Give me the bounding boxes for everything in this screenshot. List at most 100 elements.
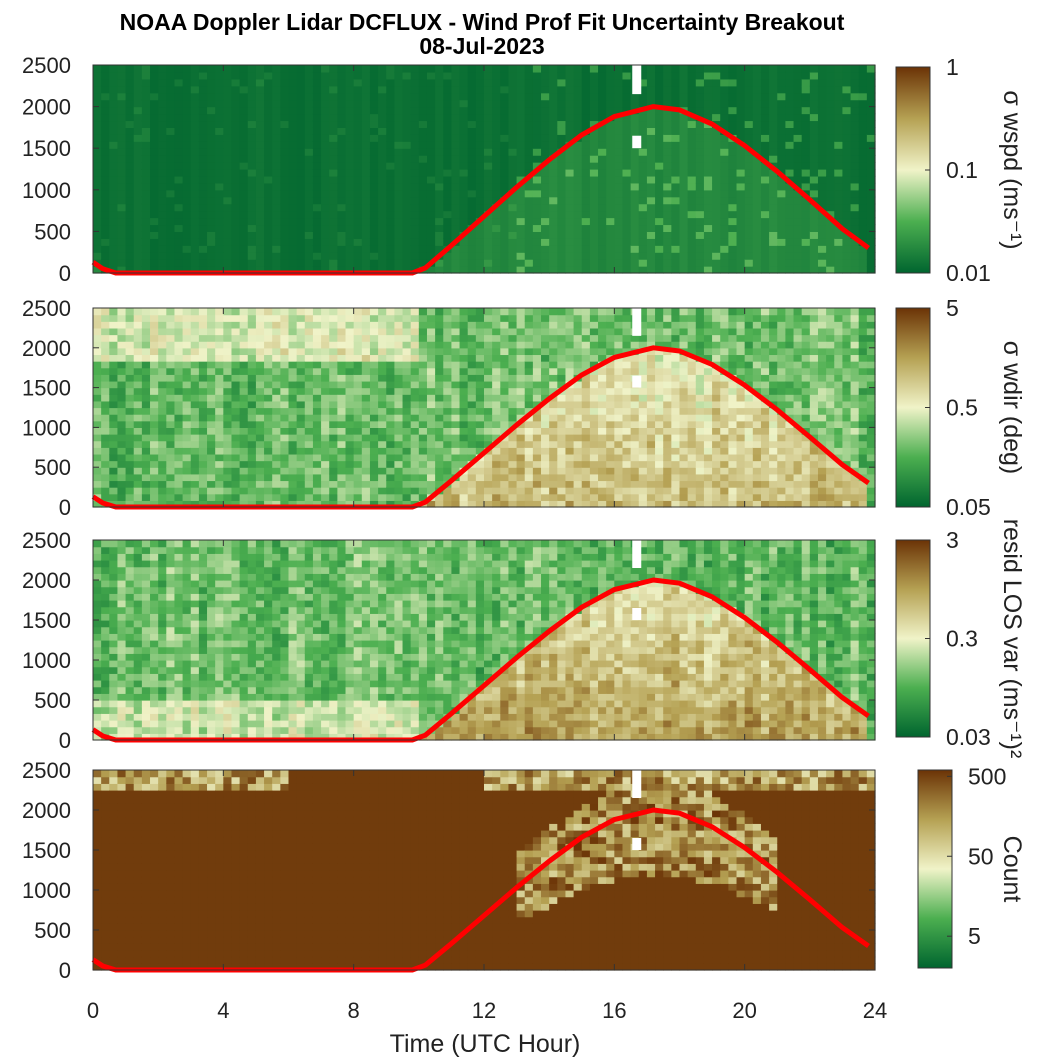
heatmap-cell bbox=[492, 380, 501, 389]
heatmap-cell bbox=[386, 400, 395, 409]
heatmap-cell bbox=[353, 65, 363, 73]
heatmap-cell bbox=[418, 434, 428, 442]
heatmap-cell bbox=[524, 196, 534, 205]
heatmap-cell bbox=[581, 434, 591, 442]
heatmap-cell bbox=[378, 380, 387, 389]
heatmap-cell bbox=[549, 374, 558, 382]
heatmap-cell bbox=[329, 259, 338, 267]
heatmap-cell bbox=[426, 182, 436, 191]
heatmap-cell bbox=[304, 427, 314, 435]
heatmap-cell bbox=[272, 259, 281, 267]
heatmap-cell bbox=[166, 113, 176, 122]
heatmap-cell bbox=[101, 148, 110, 156]
heatmap-cell bbox=[443, 148, 453, 156]
heatmap-cell bbox=[508, 148, 518, 156]
heatmap-cell bbox=[630, 467, 640, 475]
heatmap-cell bbox=[712, 224, 721, 232]
heatmap-cell bbox=[198, 238, 208, 246]
heatmap-cell bbox=[109, 217, 119, 226]
heatmap-cell bbox=[255, 500, 265, 508]
heatmap-cell bbox=[606, 407, 615, 415]
heatmap-cell bbox=[345, 473, 355, 482]
heatmap-cell bbox=[524, 387, 534, 395]
heatmap-cell bbox=[101, 99, 110, 108]
heatmap-cell bbox=[141, 113, 151, 122]
heatmap-cell bbox=[646, 203, 656, 212]
heatmap-cell bbox=[630, 175, 640, 184]
heatmap-cell bbox=[712, 231, 721, 239]
heatmap-cell bbox=[109, 182, 119, 191]
heatmap-cell bbox=[174, 420, 184, 428]
heatmap-cell bbox=[426, 427, 436, 435]
heatmap-cell bbox=[435, 141, 444, 149]
heatmap-cell bbox=[426, 196, 436, 205]
heatmap-cell bbox=[614, 394, 624, 402]
heatmap-cell bbox=[93, 367, 102, 375]
heatmap-cell bbox=[223, 71, 233, 80]
heatmap-cell bbox=[532, 308, 542, 316]
heatmap-cell bbox=[541, 374, 550, 382]
heatmap-cell bbox=[93, 354, 102, 362]
heatmap-cell bbox=[166, 334, 176, 342]
heatmap-cell bbox=[345, 447, 355, 455]
heatmap-cell bbox=[663, 99, 672, 108]
heatmap-cell bbox=[141, 473, 151, 482]
heatmap-cell bbox=[638, 141, 648, 149]
heatmap-cell bbox=[606, 467, 615, 475]
heatmap-cell bbox=[231, 354, 241, 362]
heatmap-cell bbox=[133, 473, 143, 482]
heatmap-cell bbox=[614, 182, 624, 191]
heatmap-cell bbox=[516, 120, 526, 128]
heatmap-cell bbox=[141, 361, 151, 369]
heatmap-cell bbox=[549, 314, 558, 322]
heatmap-cell bbox=[492, 99, 501, 108]
heatmap-cell bbox=[508, 394, 518, 402]
heatmap-cell bbox=[329, 99, 338, 108]
heatmap-cell bbox=[93, 361, 102, 369]
heatmap-cell bbox=[573, 400, 583, 409]
heatmap-cell bbox=[174, 148, 184, 156]
heatmap-cell bbox=[785, 78, 795, 87]
heatmap-cell bbox=[321, 162, 330, 170]
heatmap-cell bbox=[402, 266, 412, 274]
heatmap-cell bbox=[215, 314, 224, 322]
heatmap-cell bbox=[174, 334, 184, 342]
heatmap-cell bbox=[516, 473, 526, 482]
heatmap-cell bbox=[598, 85, 607, 94]
heatmap-cell bbox=[190, 169, 200, 177]
heatmap-cell bbox=[141, 394, 151, 402]
heatmap-cell bbox=[459, 224, 469, 232]
heatmap-cell bbox=[321, 380, 330, 389]
heatmap-cell bbox=[801, 210, 811, 219]
heatmap-cell bbox=[101, 440, 110, 448]
heatmap-cell bbox=[158, 341, 167, 349]
heatmap-cell bbox=[516, 480, 526, 488]
heatmap-cell bbox=[622, 203, 632, 212]
heatmap-cell bbox=[516, 162, 526, 170]
heatmap-cell bbox=[296, 400, 306, 409]
heatmap-cell bbox=[386, 374, 395, 382]
heatmap-cell bbox=[475, 341, 485, 349]
heatmap-cell bbox=[541, 493, 550, 501]
heatmap-cell bbox=[679, 182, 689, 191]
heatmap-cell bbox=[345, 467, 355, 475]
heatmap-cell bbox=[304, 407, 314, 415]
heatmap-cell bbox=[475, 252, 485, 260]
heatmap-cell bbox=[223, 162, 233, 170]
heatmap-cell bbox=[532, 374, 542, 382]
heatmap-cell bbox=[606, 327, 615, 336]
heatmap-cell bbox=[117, 65, 127, 73]
heatmap-cell bbox=[557, 259, 567, 267]
heatmap-cell bbox=[842, 210, 852, 219]
heatmap-cell bbox=[304, 252, 314, 260]
heatmap-cell bbox=[720, 175, 729, 184]
heatmap-cell bbox=[760, 92, 770, 101]
heatmap-cell bbox=[337, 162, 347, 170]
heatmap-cell bbox=[141, 189, 151, 198]
heatmap-cell bbox=[296, 367, 306, 375]
heatmap-cell bbox=[93, 480, 102, 488]
heatmap-cell bbox=[606, 321, 615, 329]
heatmap-cell bbox=[198, 308, 208, 316]
heatmap-cell bbox=[541, 196, 550, 205]
heatmap-cell bbox=[435, 134, 444, 142]
